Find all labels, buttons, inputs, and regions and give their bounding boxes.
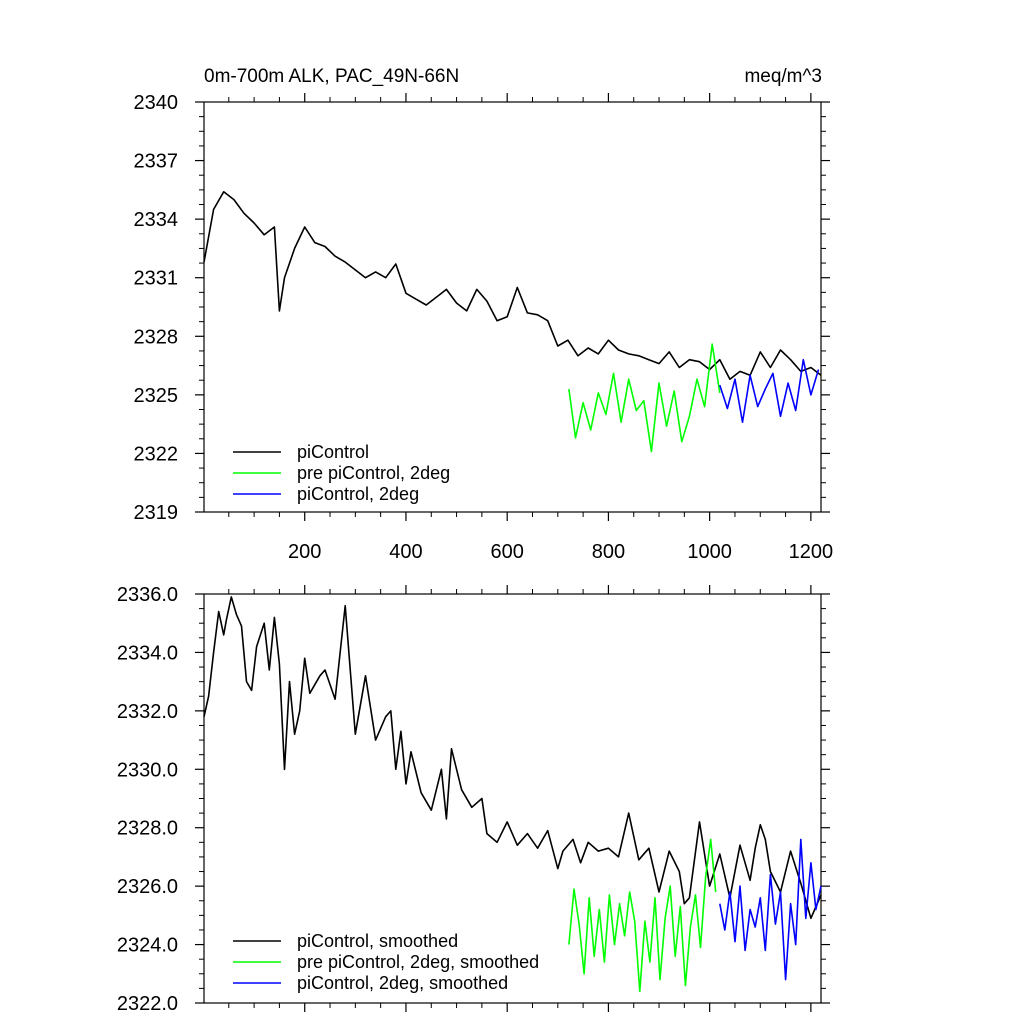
y-tick-label: 2319 (134, 502, 179, 524)
y-tick-label: 2328.0 (117, 818, 178, 840)
x-tick-label: 600 (490, 541, 523, 563)
series-line-1-3 (719, 358, 820, 424)
x-tick-label: 1200 (789, 541, 834, 563)
legend-label-1-2: pre piControl, 2deg (297, 463, 450, 483)
x-tick-label: 1000 (687, 541, 732, 563)
ticks-layer (195, 93, 830, 1012)
y-tick-label: 2332.0 (117, 701, 178, 723)
y-tick-label: 2336.0 (117, 584, 178, 606)
labels-layer: 2319 2322 2325 2328 2331 2334 2337 2340 200 400 60… (117, 92, 833, 1015)
y-tick-label: 2331 (134, 268, 179, 290)
y-tick-label: 2328 (134, 326, 179, 348)
legend-label-2-2: pre piControl, 2deg, smoothed (297, 952, 539, 972)
y-tick-label: 2324.0 (117, 935, 178, 957)
x-tick-label: 400 (389, 541, 422, 563)
series-line-1-2 (568, 343, 721, 453)
series-line-1-1 (203, 191, 822, 381)
y-tick-label: 2326.0 (117, 876, 178, 898)
y-tick-label: 2334 (134, 209, 179, 231)
series-line-2-2 (568, 838, 717, 993)
y-tick-label: 2334.0 (117, 642, 178, 664)
legend-label-2-1: piControl, smoothed (297, 931, 458, 951)
legend-label-2-3: piControl, 2deg, smoothed (297, 973, 508, 993)
series-line-2-3 (719, 838, 822, 981)
series-line-2-1 (203, 596, 822, 920)
y-tick-label: 2325 (134, 385, 179, 407)
x-tick-label: 800 (592, 541, 625, 563)
x-tick-label: 200 (288, 541, 321, 563)
y-tick-label: 2330.0 (117, 759, 178, 781)
y-tick-label: 2322.0 (117, 993, 178, 1015)
y-tick-label: 2340 (134, 92, 179, 114)
series-layer (203, 191, 822, 993)
legend-label-1-3: piControl, 2deg (297, 484, 419, 504)
y-tick-label: 2337 (134, 151, 179, 173)
y-tick-label: 2322 (134, 443, 179, 465)
chart-units: meq/m^3 (744, 66, 822, 87)
chart-title: 0m-700m ALK, PAC_49N-66N (204, 66, 459, 87)
legend-label-1-1: piControl (297, 442, 369, 462)
